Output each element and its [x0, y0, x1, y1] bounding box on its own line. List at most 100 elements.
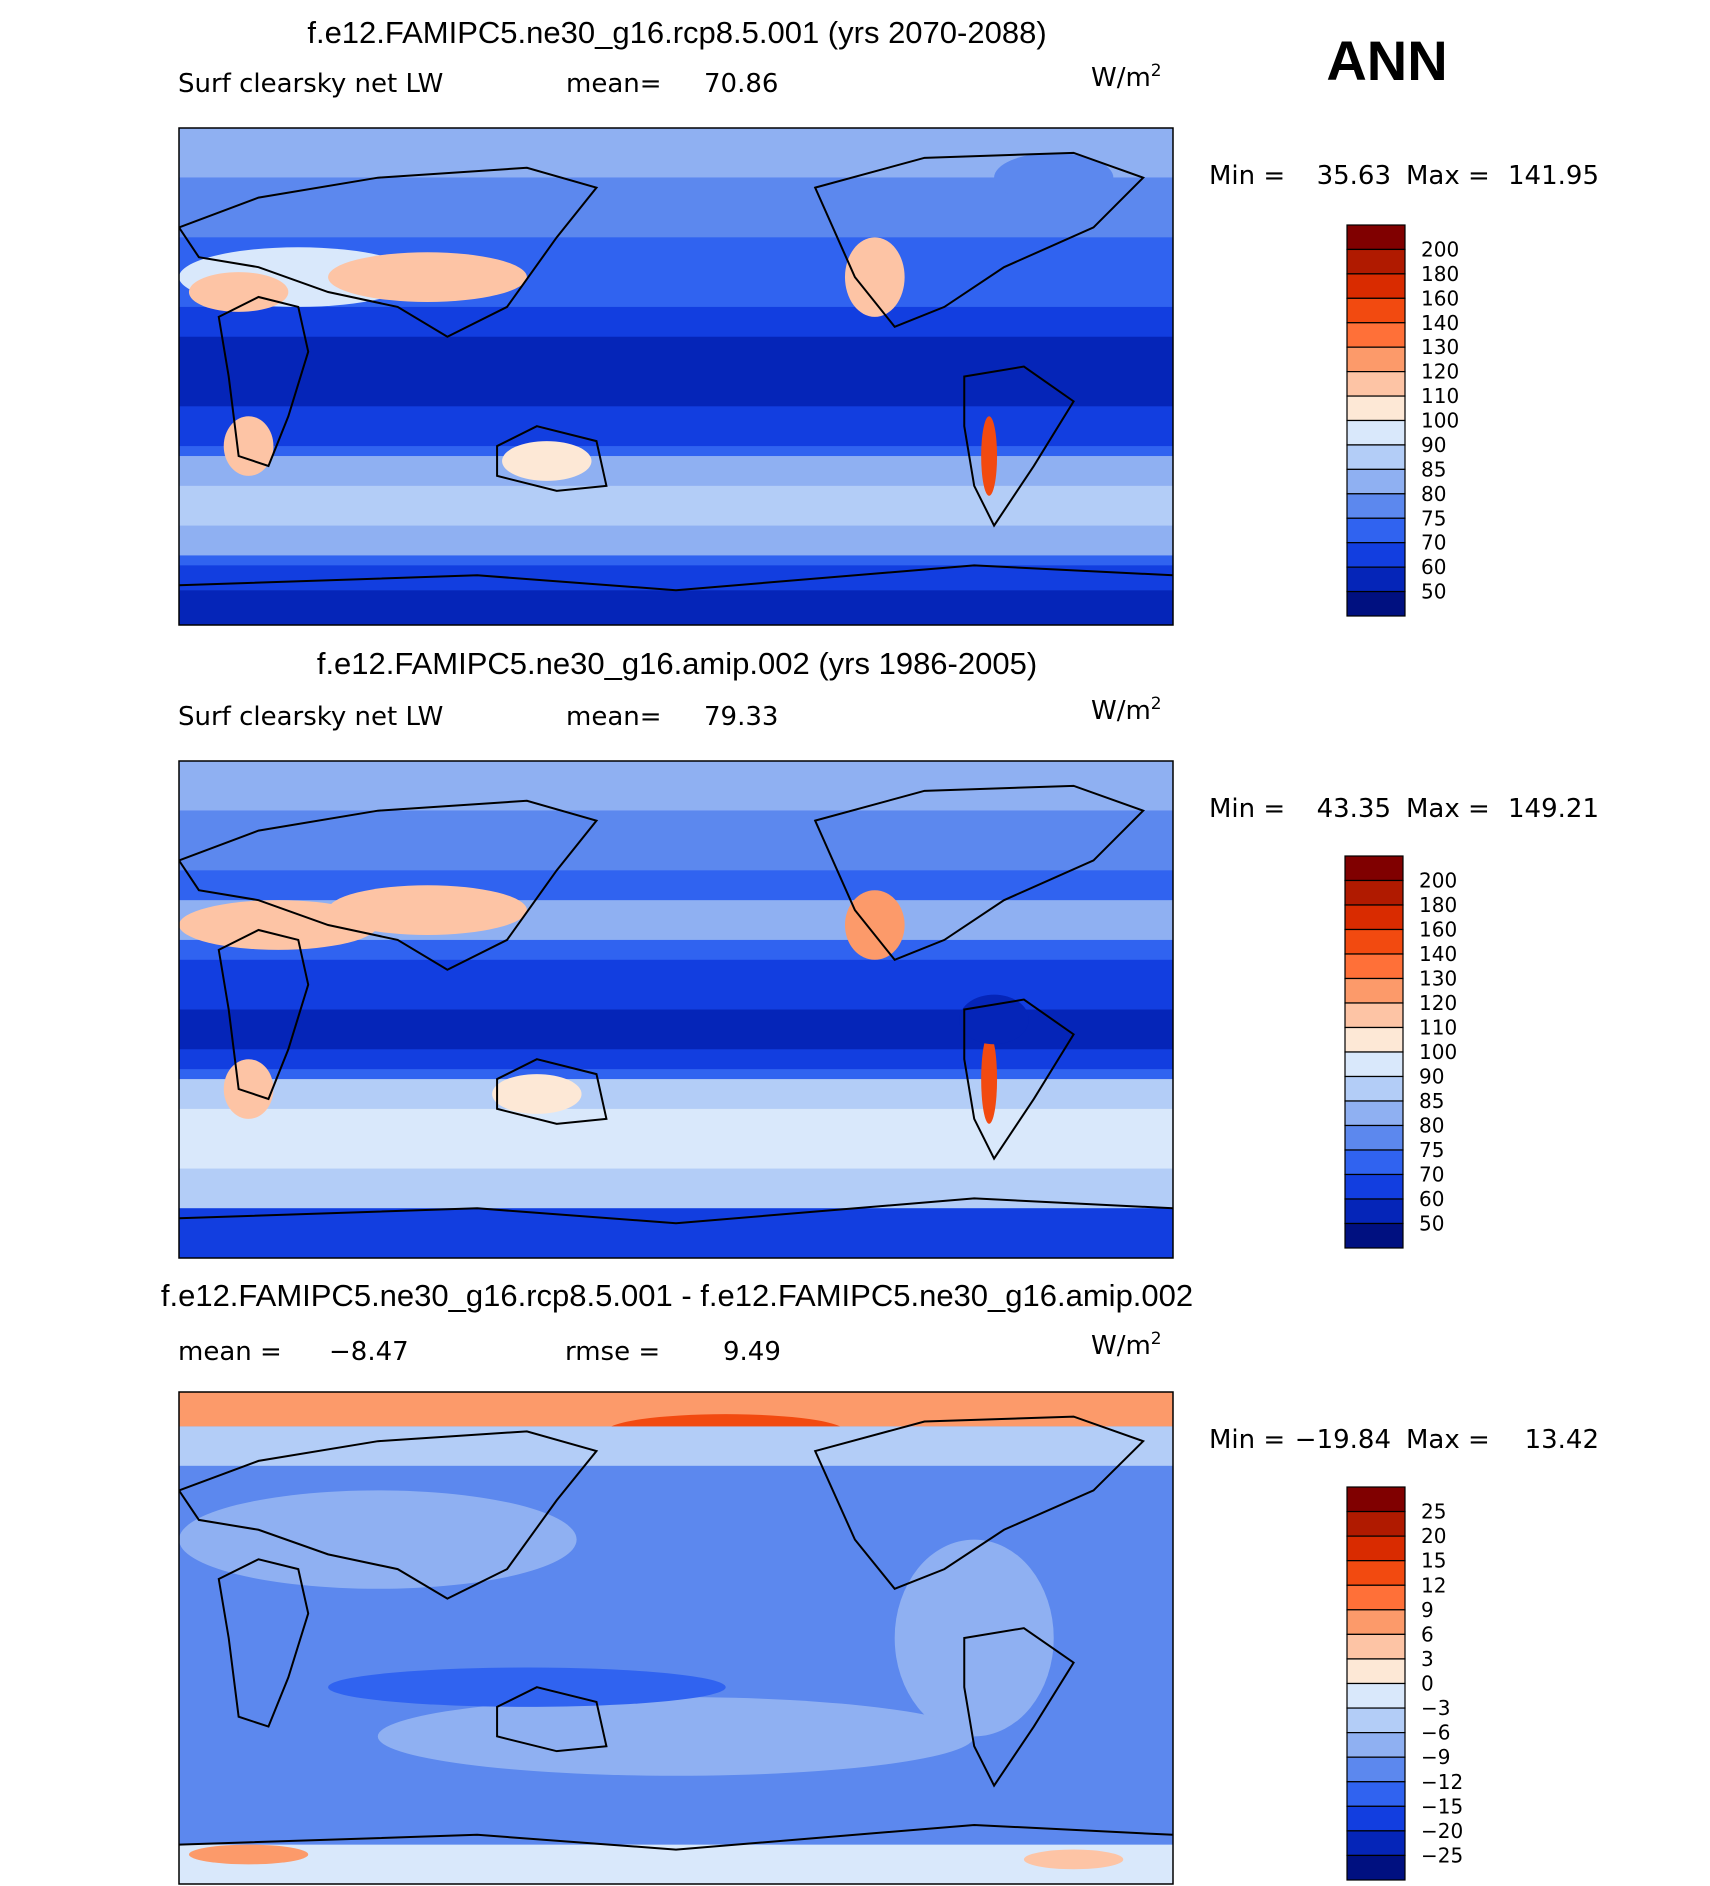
coastline: [496, 1686, 608, 1753]
colorbar-box: [1346, 346, 1406, 373]
colorbar-box: [1344, 977, 1404, 1004]
colorbar-label: 160: [1419, 918, 1457, 942]
field-blob: [328, 1667, 726, 1707]
colorbar-label: 85: [1419, 1089, 1444, 1113]
colorbar-label: 70: [1421, 531, 1446, 555]
colorbar-box: [1346, 224, 1406, 251]
field-blob: [188, 272, 289, 312]
field-blob: [844, 237, 905, 317]
subtitle-text: mean=: [566, 702, 662, 732]
colorbar-label: 3: [1421, 1647, 1434, 1671]
field-band: [179, 485, 1173, 526]
coastline: [179, 1197, 1173, 1225]
units-base: W/m: [1091, 1331, 1151, 1361]
field-blob: [981, 416, 998, 496]
coastline: [179, 564, 1173, 592]
stat-text: Max =: [1406, 1425, 1490, 1455]
colorbar-box: [1346, 1830, 1406, 1857]
field-band: [179, 761, 1173, 811]
field-blob: [179, 900, 378, 950]
panel-title: f.e12.FAMIPC5.ne30_g16.rcp8.5.001 - f.e1…: [161, 1278, 1193, 1313]
map-frame: [178, 760, 1174, 1259]
units-base: W/m: [1091, 696, 1151, 726]
coastline: [179, 166, 599, 338]
units: W/m2: [1091, 1329, 1162, 1361]
colorbar-label: 130: [1421, 335, 1459, 359]
colorbar-box: [1346, 1658, 1406, 1685]
colorbar-box: [1346, 1535, 1406, 1562]
colorbar-label: 100: [1421, 409, 1459, 433]
colorbar-box: [1344, 1026, 1404, 1053]
colorbar-box: [1346, 1584, 1406, 1611]
coastline: [813, 784, 1146, 962]
colorbar-box: [1344, 855, 1404, 882]
colorbar-box: [1346, 1805, 1406, 1832]
colorbar-box: [1344, 1149, 1404, 1176]
coastline: [217, 1558, 310, 1728]
colorbar-label: 140: [1421, 311, 1459, 335]
coastline: [963, 365, 1075, 528]
colorbar-box: [1346, 542, 1406, 568]
field-band: [179, 336, 1173, 407]
coastline: [217, 928, 310, 1101]
colorbar-label: 15: [1421, 1549, 1446, 1573]
colorbar-box: [1346, 590, 1406, 617]
colorbar-label: 80: [1419, 1114, 1444, 1138]
colorbar-box: [1346, 419, 1406, 446]
field-band: [179, 590, 1173, 625]
units-exponent: 2: [1151, 61, 1162, 81]
colorbar-box: [1346, 1854, 1406, 1881]
stat-text: 149.21: [1508, 794, 1599, 824]
coastline: [813, 151, 1146, 329]
colorbar-box: [1346, 248, 1406, 275]
field-blob: [223, 416, 274, 476]
colorbar-label: 120: [1421, 360, 1459, 384]
coastline: [813, 1415, 1146, 1591]
colorbar-box: [1346, 1781, 1406, 1807]
coastline: [496, 1058, 608, 1125]
map-frame: [178, 127, 1174, 626]
map-frame: [178, 1391, 1174, 1885]
colorbar-box: [1344, 879, 1404, 906]
stat-text: 141.95: [1508, 161, 1599, 191]
colorbar-label: 75: [1419, 1138, 1444, 1162]
colorbar-label: 180: [1421, 262, 1459, 286]
subtitle-text: −8.47: [329, 1337, 409, 1367]
colorbar-box: [1344, 1198, 1404, 1225]
colorbar-box: [1344, 1124, 1404, 1151]
coastline: [963, 998, 1075, 1161]
field-blob: [377, 1697, 975, 1776]
colorbar-label: −15: [1421, 1794, 1463, 1818]
coastline: [963, 1627, 1075, 1788]
colorbar-label: 120: [1419, 991, 1457, 1015]
coastline: [179, 1430, 599, 1600]
field-blob: [894, 1539, 1054, 1737]
stat-text: Max =: [1406, 794, 1490, 824]
colorbar-box: [1344, 904, 1404, 931]
colorbar-box: [1346, 1732, 1406, 1758]
field-blob: [981, 1034, 998, 1124]
map: [179, 128, 1173, 625]
coastline: [217, 295, 310, 468]
panel-title: f.e12.FAMIPC5.ne30_g16.rcp8.5.001 (yrs 2…: [307, 15, 1046, 50]
subtitle-text: Surf clearsky net LW: [178, 69, 443, 99]
coastline: [179, 799, 599, 971]
subtitle-text: 70.86: [704, 69, 778, 99]
units: W/m2: [1091, 61, 1162, 93]
colorbar-label: 90: [1421, 433, 1446, 457]
field-blob: [179, 1490, 577, 1589]
colorbar-box: [1346, 468, 1406, 495]
field-blob: [188, 1844, 309, 1865]
stat-text: 13.42: [1525, 1425, 1599, 1455]
colorbar-box: [1346, 1510, 1406, 1537]
subtitle-text: mean =: [178, 1337, 282, 1367]
colorbar-label: −9: [1421, 1745, 1450, 1769]
subtitle-text: 79.33: [704, 702, 778, 732]
colorbar-box: [1346, 444, 1406, 470]
colorbar-label: 200: [1421, 237, 1459, 261]
colorbar-box: [1344, 1173, 1404, 1200]
stat-text: Min =: [1209, 794, 1285, 824]
colorbar-box: [1346, 322, 1406, 348]
colorbar-label: 60: [1419, 1187, 1444, 1211]
units-exponent: 2: [1151, 694, 1162, 714]
